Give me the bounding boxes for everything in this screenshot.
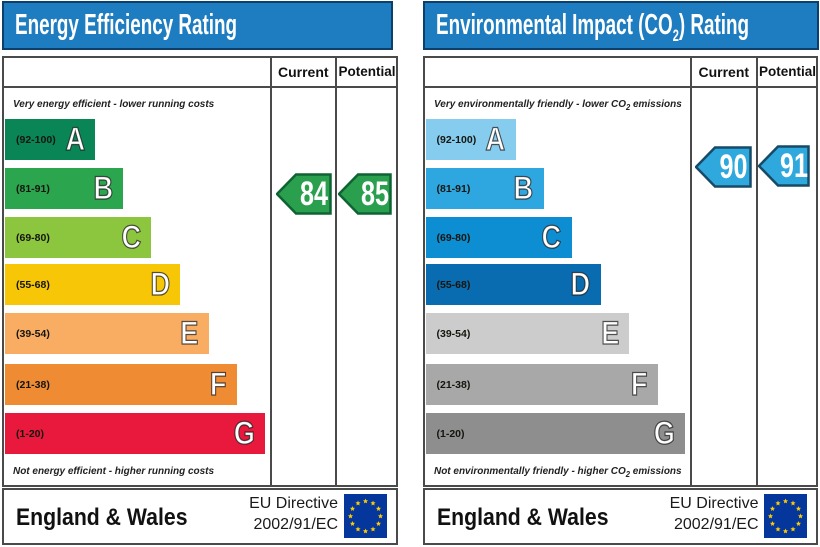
svg-text:91: 91 [780, 147, 808, 185]
svg-text:84: 84 [300, 175, 328, 213]
svg-text:90: 90 [719, 148, 747, 186]
svg-text:85: 85 [361, 175, 389, 213]
